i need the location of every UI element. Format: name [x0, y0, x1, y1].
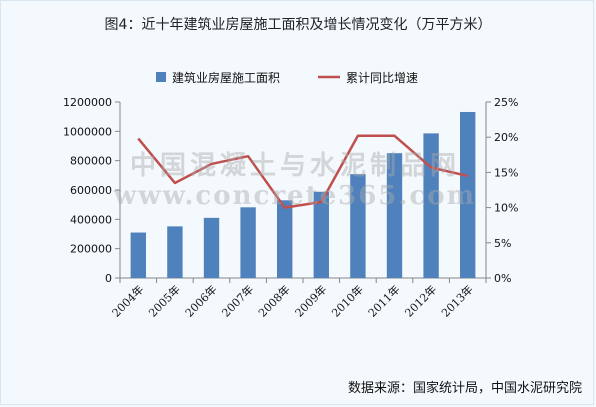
y-tick-label-left: 1000000 — [63, 125, 112, 138]
bar — [313, 191, 329, 278]
x-tick-label: 2009年 — [292, 282, 329, 319]
x-tick-label: 2007年 — [219, 282, 256, 319]
x-tick-label: 2004年 — [109, 282, 146, 319]
x-tick-label: 2010年 — [329, 282, 366, 319]
bar — [277, 200, 293, 278]
y-tick-label-right: 0% — [494, 272, 511, 285]
bar — [240, 207, 256, 278]
y-tick-label-right: 10% — [494, 202, 518, 215]
x-tick-label: 2013年 — [438, 282, 475, 319]
bar — [460, 111, 476, 279]
y-tick-label-right: 5% — [494, 237, 511, 250]
y-tick-label-left: 0 — [105, 272, 112, 285]
y-tick-label-left: 1200000 — [63, 96, 112, 109]
bar — [423, 133, 439, 278]
y-tick-label-left: 800000 — [70, 155, 112, 168]
x-tick-label: 2006年 — [182, 282, 219, 319]
y-tick-label-left: 200000 — [70, 243, 112, 256]
y-tick-label-left: 400000 — [70, 213, 112, 226]
x-tick-label: 2012年 — [402, 282, 439, 319]
y-tick-label-right: 25% — [494, 96, 518, 109]
bar — [203, 217, 220, 278]
legend-bar-swatch — [156, 72, 166, 82]
y-tick-label-right: 15% — [494, 166, 518, 179]
bar — [130, 232, 146, 278]
bar — [350, 174, 366, 278]
growth-line — [137, 134, 468, 209]
x-tick-label: 2008年 — [255, 282, 292, 319]
legend-line-label: 累计同比增速 — [346, 71, 418, 85]
bar — [167, 226, 183, 278]
x-tick-label: 2011年 — [365, 282, 402, 319]
x-tick-label: 2005年 — [146, 282, 183, 319]
source-note: 数据来源：国家统计局，中国水泥研究院 — [347, 381, 582, 396]
legend-bar-label: 建筑业房屋施工面积 — [172, 70, 280, 85]
y-tick-label-right: 20% — [494, 131, 518, 144]
y-tick-label-left: 600000 — [70, 184, 112, 197]
bar — [386, 153, 403, 278]
chart-title: 图4：近十年建筑业房屋施工面积及增长情况变化（万平方米） — [104, 17, 492, 33]
